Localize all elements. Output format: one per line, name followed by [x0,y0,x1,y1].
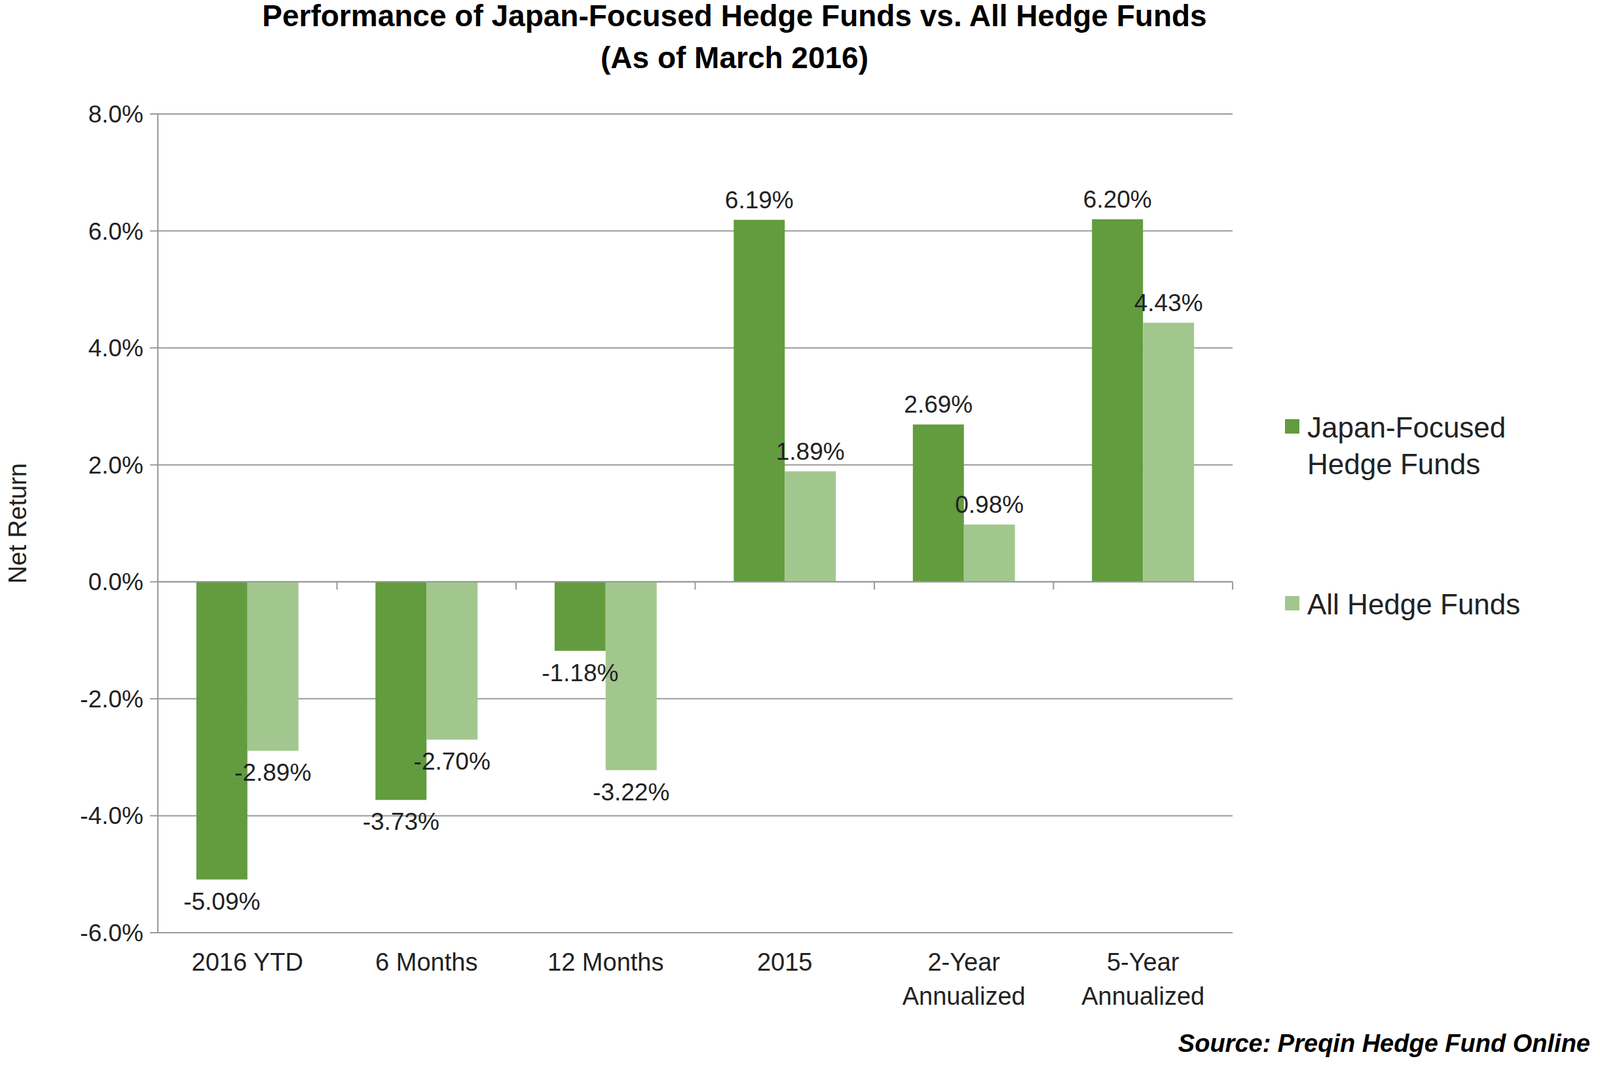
grid-line [157,698,1233,700]
y-tick [149,347,158,349]
y-tick-label: 6.0% [88,218,144,245]
text-line: 2016 YTD [191,948,304,976]
text-line: 2015 [757,948,813,976]
y-tick [149,230,158,232]
grid-line [157,113,1233,115]
legend-label: Japan-FocusedHedge Funds [1307,411,1506,481]
bar [733,220,785,583]
y-tick-label: 2.0% [88,451,144,479]
bar [964,524,1016,583]
y-axis-label: Net Return [3,463,32,584]
data-label: -2.89% [234,759,312,786]
legend-swatch [1284,419,1300,434]
subtitle: (As of March 2016) [600,40,869,75]
text-line: Annualized [1081,982,1205,1010]
x-tick [157,581,159,590]
bar [196,581,248,879]
x-tick [873,581,875,590]
bar [426,581,478,740]
grid-line [157,230,1233,232]
grid-line [157,814,1233,817]
bar [784,471,836,583]
x-tick [1231,581,1234,590]
data-label: -3.22% [592,778,670,806]
y-tick-label: 8.0% [88,100,144,128]
x-tick [1053,581,1055,590]
data-label: 6.20% [1083,186,1153,213]
bar [1142,322,1194,583]
x-tick-label: 6 Months [375,948,478,976]
y-tick-label: 4.0% [88,334,144,362]
text-line: 5-Year [1106,948,1180,976]
y-tick-label: -4.0% [79,802,144,830]
x-tick-label: 2-Year Annualized [902,948,1026,1010]
text-line: 6 Months [375,948,478,976]
x-tick [515,581,517,590]
y-tick [149,698,158,700]
y-tick [149,814,158,817]
grid-line [157,347,1233,349]
x-tick-label: 5-Year Annualized [1081,948,1205,1010]
y-tick [149,580,158,583]
data-label: 6.19% [725,186,794,214]
y-tick-label: -6.0% [79,919,144,947]
data-label: 0.98% [954,491,1024,519]
grid-line [157,931,1233,934]
data-label: -1.18% [541,659,619,687]
title: Performance of Japan-Focused Hedge Funds… [261,0,1207,33]
data-label: 4.43% [1134,289,1204,317]
text-line: Hedge Funds [1307,447,1481,481]
chart: Performance of Japan-Focused Hedge Funds… [0,0,1600,1065]
text-line: 2-Year [927,948,1001,976]
bar [1091,219,1143,583]
bar [247,581,299,751]
x-tick [336,581,338,590]
x-tick [694,581,697,590]
text-line: 12 Months [547,948,664,976]
data-label: -2.70% [413,747,491,775]
x-tick-label: 12 Months [547,948,664,976]
data-label: -5.09% [183,888,261,915]
x-tick-label: 2015 [757,948,813,976]
source-note: Source: Preqin Hedge Fund Online [1178,1029,1591,1058]
bar [554,581,606,651]
legend-label: All Hedge Funds [1307,588,1521,621]
y-tick [149,113,158,115]
x-tick-label: 2016 YTD [191,948,304,976]
grid-line [157,464,1233,466]
data-label: 1.89% [776,438,845,466]
y-axis [157,113,159,933]
text-line: All Hedge Funds [1307,588,1521,621]
text-line: Annualized [902,982,1026,1010]
text-line: Japan-Focused [1307,411,1506,444]
background [0,0,1600,1065]
y-tick-label: -2.0% [79,685,144,713]
data-label: 2.69% [903,390,973,418]
y-tick [149,931,158,934]
y-tick [149,464,158,466]
y-tick-label: 0.0% [88,568,144,596]
data-label: -3.73% [362,808,440,836]
bars [196,219,1194,880]
legend-swatch [1284,595,1300,611]
